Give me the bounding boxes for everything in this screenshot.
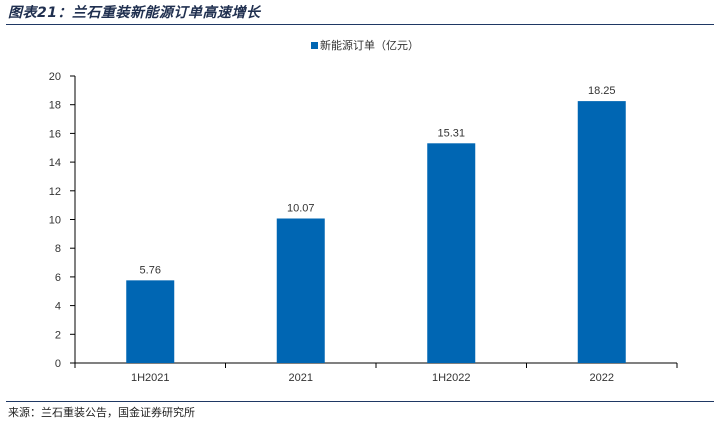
x-axis: 1H2021 2021 1H2022 2022 (74, 362, 678, 384)
bar (577, 101, 626, 364)
y-tick-label: 6 (55, 272, 61, 284)
bar (427, 143, 476, 363)
legend-label: 新能源订单（亿元） (320, 38, 419, 52)
y-tick-label: 4 (55, 301, 61, 313)
y-axis: 0 2 4 6 8 10 12 14 16 18 20 (49, 71, 76, 370)
bar-value-label: 5.76 (140, 264, 161, 276)
y-tick-label: 10 (49, 215, 61, 227)
data-labels: 5.76 10.07 15.31 18.25 (140, 85, 616, 276)
y-tick-label: 16 (49, 128, 61, 140)
x-tick-label: 2022 (590, 372, 614, 384)
bar-value-label: 18.25 (588, 85, 616, 97)
y-tick-label: 8 (55, 243, 61, 255)
bar (276, 218, 325, 363)
bar-value-label: 15.31 (437, 127, 465, 139)
y-tick-label: 14 (49, 157, 61, 169)
y-tick-label: 18 (49, 100, 61, 112)
x-tick-label: 2021 (289, 372, 313, 384)
y-tick-label: 2 (55, 329, 61, 341)
figure-title: 图表21：兰石重装新能源订单高速增长 (8, 5, 261, 21)
y-tick-label: 0 (55, 358, 61, 370)
x-tick-label: 1H2021 (131, 372, 170, 384)
bars (126, 101, 626, 364)
x-tick-label: 1H2022 (432, 372, 471, 384)
y-tick-label: 20 (49, 71, 61, 83)
y-tick-label: 12 (49, 186, 61, 198)
source-note: 来源：兰石重装公告，国金证券研究所 (8, 406, 195, 419)
legend-swatch (311, 42, 318, 49)
title-rule (6, 24, 714, 25)
bar (126, 280, 175, 363)
bar-value-label: 10.07 (287, 202, 315, 214)
source-rule (6, 401, 714, 402)
legend: 新能源订单（亿元） (311, 38, 419, 52)
